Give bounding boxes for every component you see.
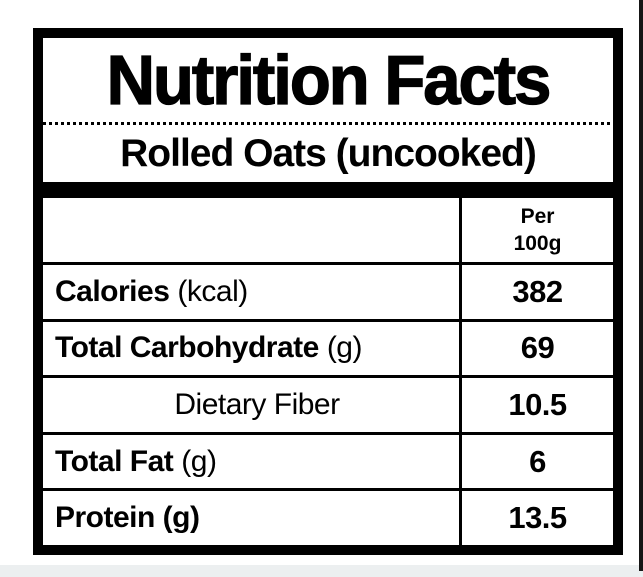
row-label: Total Fat — [55, 444, 174, 478]
thick-separator-bar — [43, 182, 613, 198]
label-title: Nutrition Facts — [106, 40, 552, 120]
table-row-fat-value: 6 — [459, 431, 613, 489]
row-label: Dietary Fiber — [174, 387, 340, 421]
label-subtitle: Rolled Oats (uncooked) — [120, 131, 537, 175]
table-row-protein-value: 13.5 — [459, 488, 613, 545]
header-amount-text: Per 100g — [462, 203, 613, 258]
row-value: 69 — [520, 330, 555, 366]
row-label: Calories — [55, 274, 170, 308]
title-section: Nutrition Facts — [43, 38, 613, 122]
header-amount-cell: Per 100g — [459, 198, 613, 262]
row-unit: (kcal) — [177, 274, 248, 308]
subtitle-section: Rolled Oats (uncooked) — [43, 125, 613, 182]
row-value: 382 — [512, 273, 563, 309]
table-row-protein-label: Protein (g) — [43, 488, 459, 545]
header-amount-line1: Per — [520, 204, 555, 228]
table-row-fiber-label: Dietary Fiber — [43, 375, 459, 432]
bottom-edge-strip — [0, 565, 643, 577]
table-row-carbohydrate-value: 69 — [459, 318, 613, 376]
row-label: Protein (g) — [55, 501, 200, 535]
row-value: 10.5 — [508, 386, 567, 422]
row-value: 6 — [529, 443, 546, 479]
table-row-carbohydrate-label: Total Carbohydrate (g) — [43, 318, 459, 376]
table-row-calories-value: 382 — [459, 262, 613, 319]
row-value: 13.5 — [508, 500, 567, 536]
nutrition-table: Per 100g Calories (kcal) 382 Total Carbohy… — [43, 198, 613, 545]
row-unit: (g) — [181, 444, 217, 478]
nutrition-label: Nutrition Facts Rolled Oats (uncooked) P… — [33, 28, 623, 555]
right-edge-line — [639, 0, 643, 571]
dotted-divider — [43, 122, 613, 125]
row-label: Total Carbohydrate — [55, 331, 319, 365]
table-row-calories-label: Calories (kcal) — [43, 262, 459, 319]
header-empty-cell — [43, 198, 459, 262]
header-amount-line2: 100g — [513, 232, 562, 255]
table-row-fat-label: Total Fat (g) — [43, 431, 459, 489]
row-unit: (g) — [326, 331, 363, 365]
table-row-fiber-value: 10.5 — [459, 375, 613, 432]
